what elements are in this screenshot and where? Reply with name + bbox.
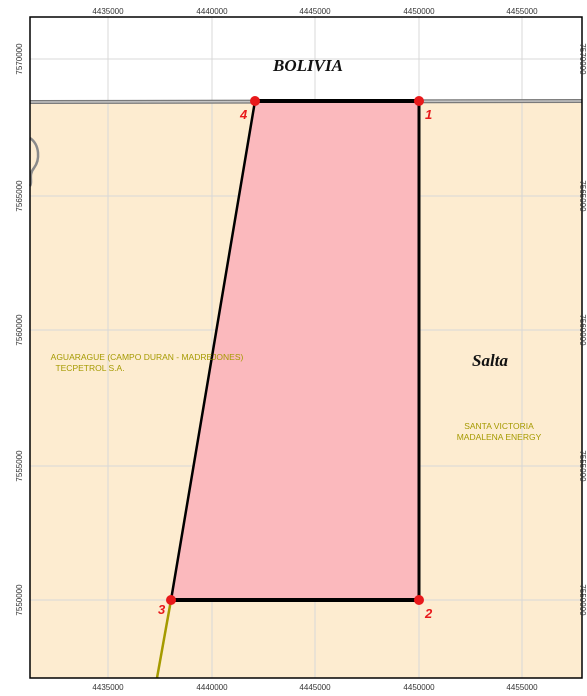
map-border xyxy=(29,16,583,679)
x-tick-top-4450000: 4450000 xyxy=(403,7,435,16)
y-axis-right: 7570000 7565000 7560000 7555000 7550000 xyxy=(578,43,587,616)
vertex-label-3: 3 xyxy=(158,602,166,617)
y-tick-right-7550000: 7550000 xyxy=(578,584,587,616)
country-label-bolivia: BOLIVIA xyxy=(272,56,343,75)
x-axis-top: 4435000 4440000 4445000 4450000 4455000 xyxy=(92,7,538,16)
vertex-label-1: 1 xyxy=(425,107,432,122)
border-meander xyxy=(28,136,40,187)
y-tick-right-7570000: 7570000 xyxy=(578,43,587,75)
block-label-operator-madalena: MADALENA ENERGY xyxy=(457,432,542,442)
x-tick-bottom-4440000: 4440000 xyxy=(196,683,228,692)
x-axis-bottom: 4435000 4440000 4445000 4450000 4455000 xyxy=(92,683,538,692)
x-tick-top-4445000: 4445000 xyxy=(299,7,331,16)
block-label-santa-victoria: SANTA VICTORIA xyxy=(464,421,534,431)
vertex-label-2: 2 xyxy=(424,606,433,621)
block-label-operator-tecpetrol: TECPETROL S.A. xyxy=(55,363,124,373)
y-tick-right-7565000: 7565000 xyxy=(578,180,587,212)
vertex-marker-1[interactable] xyxy=(414,96,424,106)
vertex-marker-2[interactable] xyxy=(414,595,424,605)
y-tick-left-7570000: 7570000 xyxy=(15,43,24,75)
map-area: 1 2 3 4 BOLIVIA Salta AGUARAGUE (CAMPO D… xyxy=(28,17,583,679)
y-tick-left-7560000: 7560000 xyxy=(15,314,24,346)
x-tick-bottom-4435000: 4435000 xyxy=(92,683,124,692)
vertex-marker-4[interactable] xyxy=(250,96,260,106)
x-tick-bottom-4445000: 4445000 xyxy=(299,683,331,692)
y-tick-left-7565000: 7565000 xyxy=(15,180,24,212)
x-tick-bottom-4455000: 4455000 xyxy=(506,683,538,692)
x-tick-bottom-4450000: 4450000 xyxy=(403,683,435,692)
y-tick-right-7560000: 7560000 xyxy=(578,314,587,346)
vertex-marker-3[interactable] xyxy=(166,595,176,605)
block-boundary-line xyxy=(155,599,173,679)
y-tick-left-7555000: 7555000 xyxy=(15,450,24,482)
x-tick-top-4455000: 4455000 xyxy=(506,7,538,16)
y-axis-left: 7570000 7565000 7560000 7555000 7550000 xyxy=(15,43,24,616)
y-tick-right-7555000: 7555000 xyxy=(578,450,587,482)
x-tick-top-4435000: 4435000 xyxy=(92,7,124,16)
block-label-aguarague: AGUARAGUE (CAMPO DURAN - MADREJONES) xyxy=(51,352,244,362)
x-tick-top-4440000: 4440000 xyxy=(196,7,228,16)
y-tick-left-7550000: 7550000 xyxy=(15,584,24,616)
vertex-label-4: 4 xyxy=(239,107,248,122)
province-label-salta: Salta xyxy=(472,351,508,370)
